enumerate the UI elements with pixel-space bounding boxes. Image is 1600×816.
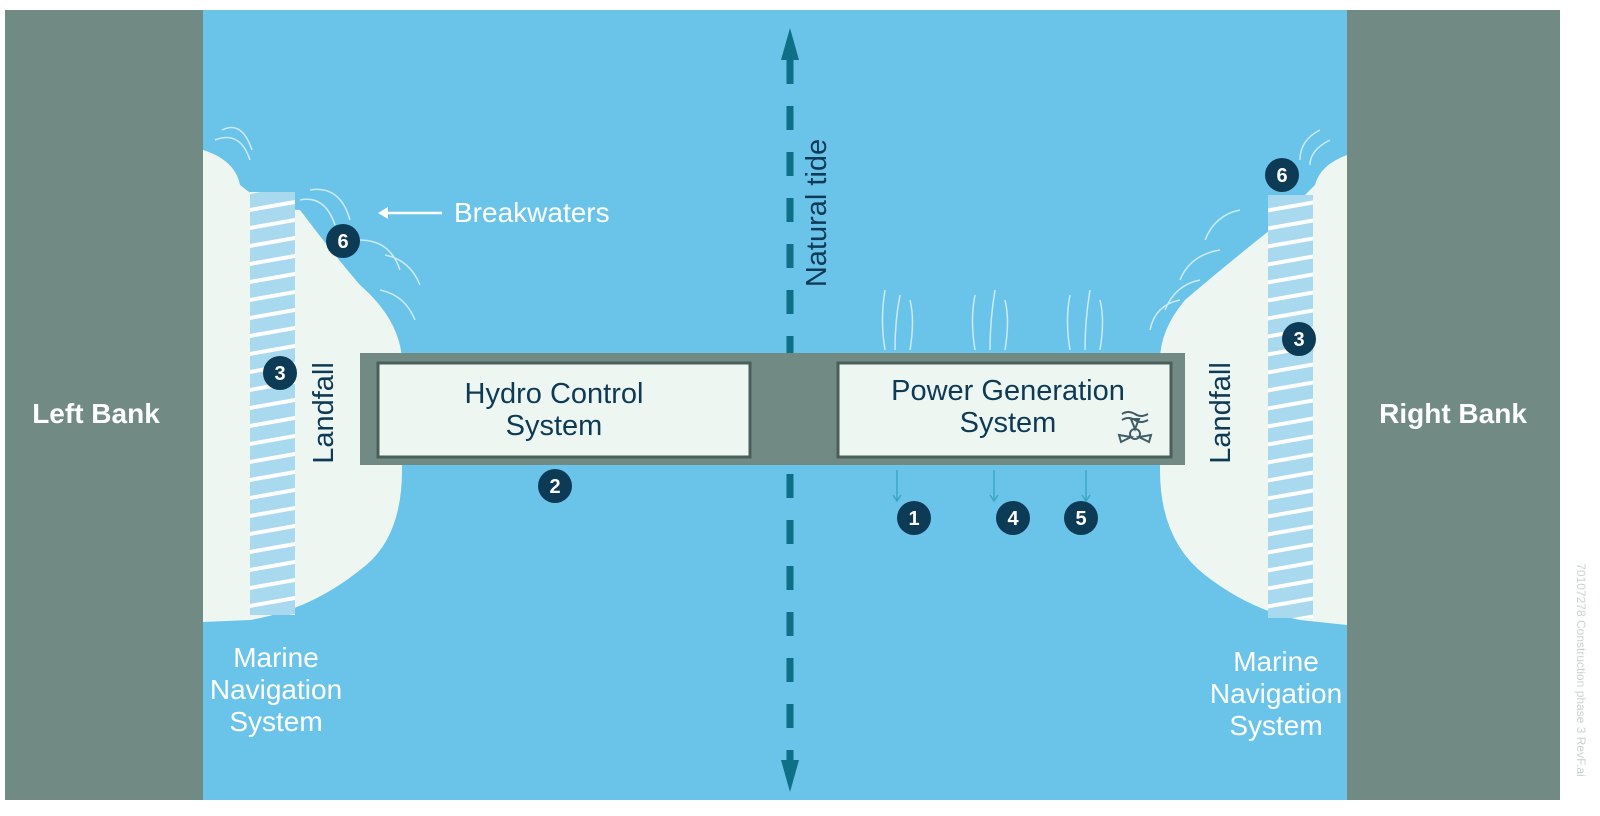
watermark: 70107278 Construction phase 3 RevF.ai [1574,563,1588,776]
marker: 3 [1282,322,1316,356]
left-bank [5,10,203,800]
marker: 5 [1064,501,1098,535]
svg-text:6: 6 [337,231,348,253]
power-box [836,361,1173,459]
marker: 3 [263,356,297,390]
left-navigation-label: Marine Navigation System [210,642,342,737]
svg-text:6: 6 [1276,165,1287,187]
left-landfall-label: Landfall [308,362,340,464]
left-revetment [250,192,295,615]
svg-text:3: 3 [274,363,285,385]
tide-label: Natural tide [801,139,833,287]
svg-text:3: 3 [1293,329,1304,351]
hydro-box [376,361,752,459]
right-bank-label: Right Bank [1379,398,1527,429]
wave-marks [214,126,1331,351]
hydro-label: Hydro Control System [465,378,644,442]
breakwaters-label: Breakwaters [454,197,610,228]
marker: 6 [326,224,360,258]
right-navigation-label: Marine Navigation System [1210,646,1342,741]
breakwater-pointer-head [378,207,388,219]
right-landfall-label: Landfall [1205,362,1237,464]
markers: 6 3 2 6 3 1 4 5 [263,158,1316,535]
marker: 4 [996,501,1030,535]
marker: 1 [897,501,931,535]
right-revetment [1268,195,1313,618]
turbine-icon [1117,411,1153,444]
right-bank [1347,10,1560,800]
outflow-arrows [892,470,1091,503]
marker: 2 [538,469,572,503]
svg-text:4: 4 [1007,508,1019,530]
left-bank-label: Left Bank [32,398,160,429]
power-label: Power Generation System [891,375,1125,439]
svg-text:5: 5 [1075,508,1086,530]
svg-text:1: 1 [908,508,919,530]
marker: 6 [1265,158,1299,192]
svg-text:2: 2 [549,476,560,498]
